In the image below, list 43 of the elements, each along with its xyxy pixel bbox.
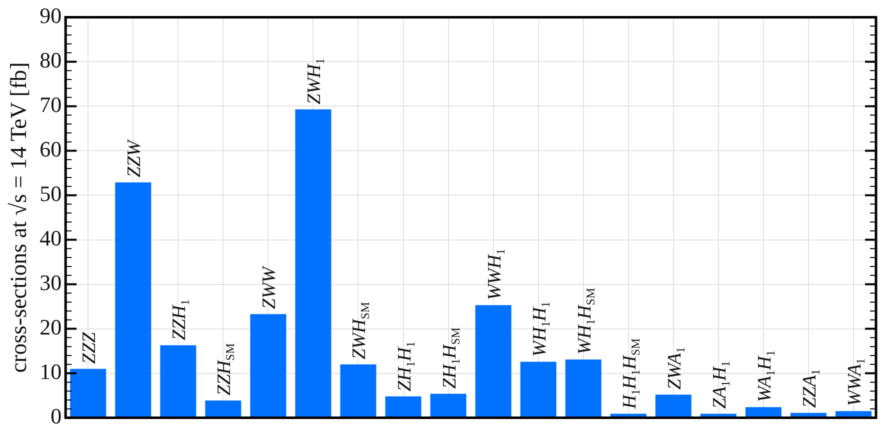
y-tick-label: 80 bbox=[40, 47, 62, 72]
bar bbox=[115, 182, 152, 418]
x-tick-label: ZZH1 bbox=[169, 299, 192, 340]
x-tick-label: ZWA1 bbox=[664, 346, 688, 390]
x-tick-label: ZH1HSM bbox=[439, 327, 462, 389]
x-tick-label: WH1H1 bbox=[529, 301, 552, 357]
y-tick-label: 40 bbox=[40, 226, 62, 251]
y-tick-label: 20 bbox=[40, 314, 62, 340]
bar bbox=[745, 407, 782, 418]
bar bbox=[295, 109, 332, 418]
y-tick-label: 10 bbox=[40, 359, 62, 384]
bar bbox=[205, 400, 242, 418]
x-tick-label: ZZZ bbox=[79, 332, 100, 364]
y-tick-label: 60 bbox=[40, 136, 62, 162]
x-tick-label: ZA1H1 bbox=[709, 360, 732, 409]
bar bbox=[385, 396, 422, 418]
x-tick-label: ZZW bbox=[124, 138, 146, 178]
x-tick-label: ZWW bbox=[259, 264, 280, 310]
y-tick-label: 0 bbox=[50, 404, 62, 429]
x-tick-label: WH1HSM bbox=[574, 288, 598, 354]
bar bbox=[655, 394, 692, 418]
bar bbox=[160, 345, 196, 418]
x-tick-label: ZH1H1 bbox=[394, 341, 418, 392]
bar bbox=[520, 362, 556, 418]
bar bbox=[340, 364, 376, 418]
x-tick-label: WWH1 bbox=[484, 248, 508, 300]
bar bbox=[250, 314, 286, 418]
x-tick-label: WWA1 bbox=[844, 358, 868, 406]
y-tick-label: 50 bbox=[40, 181, 62, 206]
x-tick-label: WA1H1 bbox=[754, 350, 778, 402]
y-tick-label: 90 bbox=[40, 2, 62, 28]
y-tick-label: 30 bbox=[40, 270, 62, 296]
x-tick-label: ZWHSM bbox=[349, 302, 372, 360]
bar bbox=[475, 305, 512, 418]
x-tick-label: ZZA1 bbox=[799, 369, 822, 408]
bar bbox=[70, 368, 106, 418]
x-tick-label: ZZHSM bbox=[214, 342, 238, 396]
x-tick-label: H1H1HSM bbox=[619, 338, 642, 410]
y-tick-label: 70 bbox=[40, 92, 62, 118]
x-tick-label: ZWH1 bbox=[304, 58, 328, 104]
y-axis-title: cross-sections at √s = 14 TeV [fb] bbox=[6, 62, 31, 373]
bar bbox=[565, 359, 602, 418]
bar bbox=[430, 394, 466, 418]
